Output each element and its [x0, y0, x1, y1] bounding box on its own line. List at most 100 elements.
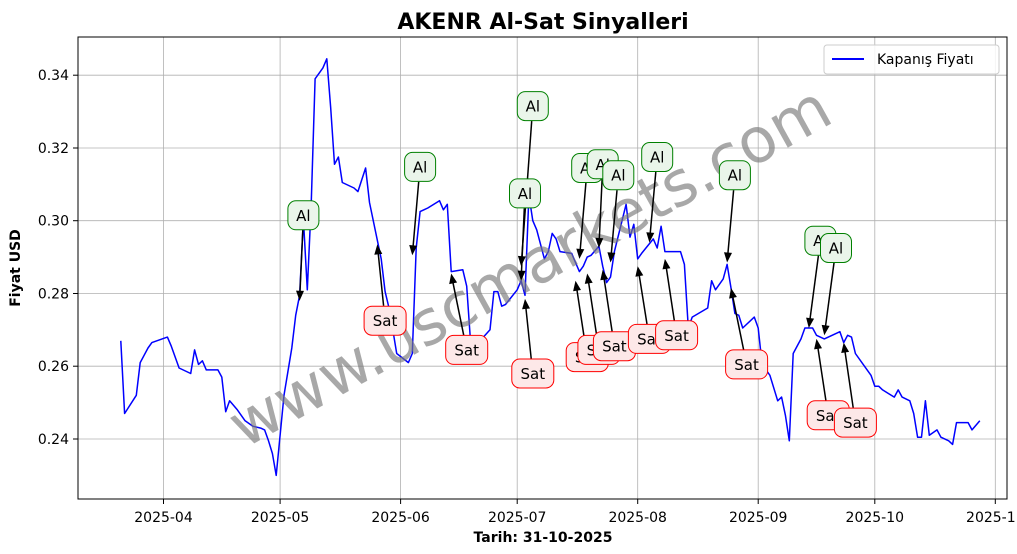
signal-arrow-head	[600, 269, 609, 281]
buy-signal: Al	[718, 160, 751, 263]
buy-signal: Al	[287, 200, 320, 301]
sell-signal: Sat	[445, 273, 489, 365]
signal-arrow-shaft	[576, 289, 586, 343]
sell-signal: Sat	[363, 244, 407, 336]
sell-label-box	[833, 407, 877, 438]
signal-arrow-head	[635, 266, 644, 277]
buy-label: Al	[518, 185, 532, 203]
sell-label: Sat	[843, 414, 868, 432]
sell-label-box	[363, 305, 407, 336]
signal-arrow-shaft	[299, 230, 304, 292]
buy-label-box	[641, 142, 674, 172]
signal-arrow-head	[724, 252, 732, 263]
x-tick-label: 2025-06	[371, 510, 430, 526]
signal-arrow-head	[296, 290, 304, 301]
buy-label: Al	[296, 207, 310, 225]
sell-label: Sat	[373, 312, 398, 330]
sell-label-box	[445, 334, 489, 365]
signal-arrow-shaft	[598, 179, 603, 240]
y-tick-label: 0.28	[38, 287, 69, 303]
signal-arrow-head	[814, 338, 822, 350]
x-axis-label: Tarih: 31-10-2025	[474, 530, 613, 546]
legend-series-label: Kapanış Fiyatı	[877, 52, 974, 68]
signal-arrow-head	[576, 248, 585, 259]
signal-arrow-shaft	[412, 181, 420, 247]
x-tick-label: 2025-08	[608, 510, 667, 526]
buy-label-box	[820, 233, 852, 263]
signal-arrow-head	[607, 252, 616, 263]
x-tick-label: 2025-05	[251, 510, 310, 526]
x-tick-label: 2025-07	[488, 510, 547, 526]
sell-signal: Sat	[725, 288, 769, 380]
y-axis-ticks: 0.24 0.26 0.28 0.30 0.32 0.34	[38, 68, 78, 448]
signal-arrow-shaft	[452, 282, 465, 336]
signal-arrow-head	[449, 273, 458, 285]
buy-label-box	[602, 160, 635, 191]
signal-arrow-shaft	[649, 171, 657, 234]
signal-arrow-shaft	[377, 253, 385, 306]
signal-arrow-head	[806, 317, 815, 328]
signal-arrow-shaft	[579, 182, 587, 250]
signal-arrow-head	[522, 298, 530, 310]
signal-arrow-head	[729, 288, 737, 299]
sell-signal: Sat	[655, 258, 699, 351]
y-tick-label: 0.24	[38, 432, 69, 448]
buy-label: Al	[650, 149, 664, 167]
signal-arrow-shaft	[638, 274, 648, 325]
buy-signal: Al	[641, 142, 674, 243]
signal-arrow-shaft	[844, 351, 854, 408]
plot-frame	[77, 36, 1008, 500]
signal-arrow-shaft	[587, 282, 598, 336]
sell-signal: Sat	[833, 342, 877, 438]
x-tick-label: 2025-11	[966, 510, 1017, 526]
sell-label: Sat	[520, 365, 545, 383]
y-axis-label: Fiyat USD	[8, 229, 24, 307]
x-tick-label: 2025-09	[729, 510, 788, 526]
signal-arrow-shaft	[824, 262, 835, 327]
y-tick-label: 0.26	[38, 359, 69, 375]
y-tick-label: 0.30	[38, 214, 69, 230]
chart-title: AKENR Al-Sat Sinyalleri	[397, 10, 688, 35]
buy-label: Al	[728, 167, 742, 185]
signal-arrow-shaft	[525, 307, 532, 359]
signal-arrow-head	[595, 237, 604, 248]
signal-arrow-head	[646, 232, 655, 243]
signal-arrow-shaft	[727, 190, 735, 254]
signal-arrow-head	[374, 244, 383, 255]
signal-arrow-shaft	[603, 278, 613, 332]
sell-signal: Sat	[511, 298, 555, 389]
x-tick-label: 2025-10	[846, 510, 905, 526]
sell-label-box	[655, 320, 699, 351]
signal-arrow-shaft	[520, 208, 526, 272]
buy-signal: Al	[404, 151, 437, 256]
signal-arrow-head	[662, 258, 671, 270]
buy-label: Al	[413, 158, 427, 176]
buy-signal: Al	[602, 160, 635, 263]
buy-signal: Al	[509, 178, 541, 281]
x-tick-label: 2025-04	[134, 510, 193, 526]
y-tick-label: 0.32	[38, 141, 69, 157]
signal-arrow-head	[573, 280, 581, 292]
buy-label-box	[404, 151, 437, 182]
signal-arrow-head	[841, 342, 850, 353]
signal-arrow-shaft	[665, 267, 676, 321]
sell-label-box	[725, 349, 769, 380]
legend: Kapanış Fiyatı	[823, 44, 1000, 75]
buy-label: Al	[526, 98, 540, 116]
buy-label: Al	[611, 167, 625, 185]
x-axis-ticks: 2025-04 2025-05 2025-06 2025-07 2025-08 2025-…	[134, 499, 1017, 526]
signal-arrow-head	[517, 270, 526, 281]
signal-annotations: AlSatAlSatAlAlSatAlAlAlSatSatSatSatAlSat…	[287, 91, 877, 438]
signal-arrow-shaft	[809, 255, 820, 320]
buy-label-box	[516, 91, 549, 122]
buy-label-box	[718, 160, 751, 191]
sell-signal: Sat	[592, 269, 636, 362]
signal-arrow-head	[584, 273, 593, 284]
sell-label: Sat	[664, 327, 689, 345]
signal-arrow-shaft	[610, 190, 618, 254]
buy-label-box	[509, 178, 541, 209]
sell-label: Sat	[602, 338, 627, 356]
buy-label-box	[287, 200, 320, 231]
y-tick-label: 0.34	[38, 68, 69, 84]
